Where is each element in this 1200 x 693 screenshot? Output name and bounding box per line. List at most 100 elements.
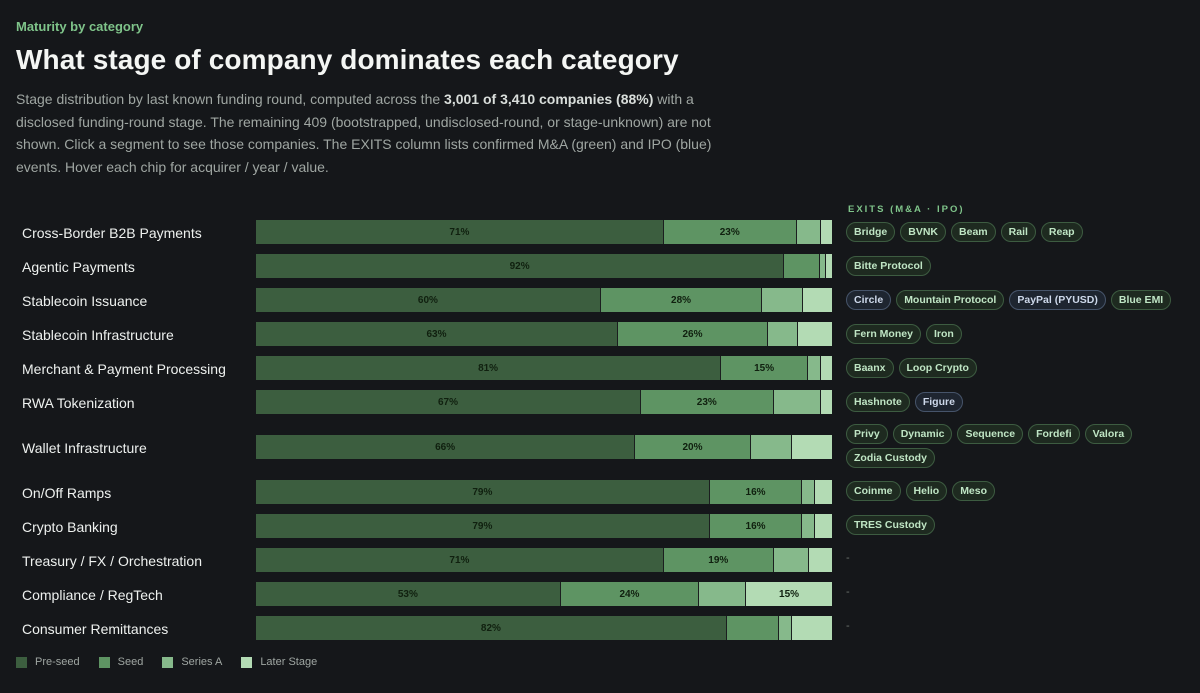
bar-segment-pre-seed-on-off-ramps[interactable]: 79%	[256, 480, 709, 504]
legend-item-pre-seed[interactable]: Pre-seed	[16, 656, 80, 668]
bar-segment-later-stage-consumer-remittances[interactable]	[790, 616, 832, 640]
bar-segment-pre-seed-crypto-banking[interactable]: 79%	[256, 514, 709, 538]
bar-segment-series-a-stablecoin-issuance[interactable]	[761, 288, 803, 312]
bar-segment-seed-rwa-tokenization[interactable]: 23%	[639, 390, 773, 414]
bar-segment-seed-merchant-payment-processing[interactable]: 15%	[720, 356, 808, 380]
bar-segment-later-stage-treasury-fx-orchestration[interactable]	[808, 548, 832, 572]
bar-segment-seed-treasury-fx-orchestration[interactable]: 19%	[662, 548, 773, 572]
category-label-on-off-ramps: On/Off Ramps	[22, 485, 112, 501]
segment-value-label: 67%	[437, 396, 458, 408]
bar-segment-pre-seed-merchant-payment-processing[interactable]: 81%	[256, 356, 721, 380]
bar-segment-later-stage-on-off-ramps[interactable]	[813, 480, 832, 504]
bar-segment-series-a-consumer-remittances[interactable]	[778, 616, 791, 640]
exit-chip-figure[interactable]: Figure	[914, 392, 963, 412]
bar-segment-seed-agentic-payments[interactable]	[783, 254, 819, 278]
bar-segment-pre-seed-wallet-infrastructure[interactable]: 66%	[256, 435, 635, 459]
bar-segment-seed-consumer-remittances[interactable]	[725, 616, 779, 640]
bar-segment-series-a-merchant-payment-processing[interactable]	[807, 356, 820, 380]
exit-chip-coinme[interactable]: Coinme	[846, 481, 901, 501]
segment-value-label: 15%	[754, 362, 775, 374]
bar-segment-later-stage-stablecoin-issuance[interactable]	[802, 288, 833, 312]
bar-segment-seed-stablecoin-infrastructure[interactable]: 26%	[617, 322, 767, 346]
exit-chip-blue-emi[interactable]: Blue EMI	[1110, 290, 1172, 310]
no-exits-mark: -	[846, 620, 850, 632]
bar-segment-later-stage-merchant-payment-processing[interactable]	[819, 356, 832, 380]
exit-chip-bridge[interactable]: Bridge	[846, 222, 896, 242]
bar-segment-later-stage-crypto-banking[interactable]	[813, 514, 832, 538]
segment-value-label: 24%	[619, 588, 640, 600]
bar-segment-pre-seed-agentic-payments[interactable]: 92%	[256, 254, 784, 278]
segment-value-label: 82%	[480, 622, 501, 634]
bar-segment-series-a-cross-border-b2b-payments[interactable]	[795, 220, 820, 244]
exit-chips-merchant-payment-processing: Baanx Loop Crypto	[846, 358, 1186, 378]
bar-segment-pre-seed-treasury-fx-orchestration[interactable]: 71%	[256, 548, 663, 572]
bar-segment-seed-crypto-banking[interactable]: 16%	[708, 514, 802, 538]
legend-item-later-stage[interactable]: Later Stage	[241, 656, 317, 668]
bar-segment-pre-seed-stablecoin-infrastructure[interactable]: 63%	[256, 322, 617, 346]
stacked-bar-on-off-ramps: 79% 16%	[256, 480, 832, 504]
legend-item-series-a[interactable]: Series A	[162, 656, 222, 668]
exit-chips-wallet-infrastructure: Privy Dynamic Sequence Fordefi Valora Zodia C…	[846, 424, 1186, 468]
exit-chip-beam[interactable]: Beam	[951, 222, 996, 242]
bar-segment-series-a-wallet-infrastructure[interactable]	[749, 435, 791, 459]
exit-chip-fordefi[interactable]: Fordefi	[1028, 424, 1080, 444]
exit-chip-meso[interactable]: Meso	[952, 481, 996, 501]
chart-legend: Pre-seed Seed Series A Later Stage	[16, 656, 317, 668]
exit-chip-iron[interactable]: Iron	[925, 324, 962, 344]
legend-item-seed[interactable]: Seed	[98, 656, 144, 668]
exit-chip-loop-crypto[interactable]: Loop Crypto	[898, 358, 977, 378]
exit-chip-bitte-protocol[interactable]: Bitte Protocol	[846, 256, 931, 276]
segment-value-label: 66%	[435, 441, 456, 453]
bar-segment-pre-seed-cross-border-b2b-payments[interactable]: 71%	[256, 220, 663, 244]
bar-segment-later-stage-stablecoin-infrastructure[interactable]	[796, 322, 833, 346]
bar-segment-pre-seed-consumer-remittances[interactable]: 82%	[256, 616, 726, 640]
category-label-consumer-remittances: Consumer Remittances	[22, 621, 169, 637]
exit-chip-tres-custody[interactable]: TRES Custody	[846, 515, 935, 535]
bar-segment-series-a-treasury-fx-orchestration[interactable]	[772, 548, 809, 572]
exit-chip-paypal-pyusd[interactable]: PayPal (PYUSD)	[1009, 290, 1106, 310]
exit-chip-valora[interactable]: Valora	[1084, 424, 1133, 444]
legend-swatch	[98, 656, 110, 668]
exit-chip-sequence[interactable]: Sequence	[957, 424, 1024, 444]
bar-segment-later-stage-compliance-regtech[interactable]: 15%	[745, 582, 832, 606]
stacked-bar-crypto-banking: 79% 16%	[256, 514, 832, 538]
bar-segment-seed-cross-border-b2b-payments[interactable]: 23%	[662, 220, 796, 244]
category-label-rwa-tokenization: RWA Tokenization	[22, 395, 135, 411]
bar-segment-series-a-crypto-banking[interactable]	[801, 514, 814, 538]
exit-chip-privy[interactable]: Privy	[846, 424, 888, 444]
bar-segment-seed-stablecoin-issuance[interactable]: 28%	[599, 288, 762, 312]
segment-value-label: 20%	[682, 441, 703, 453]
segment-value-label: 26%	[682, 328, 703, 340]
bar-segment-later-stage-wallet-infrastructure[interactable]	[790, 435, 833, 459]
bar-segment-pre-seed-compliance-regtech[interactable]: 53%	[256, 582, 560, 606]
exit-chip-rail[interactable]: Rail	[1000, 222, 1036, 242]
exit-chip-helio[interactable]: Helio	[905, 481, 948, 501]
bar-segment-series-a-stablecoin-infrastructure[interactable]	[766, 322, 797, 346]
exit-chip-baanx[interactable]: Baanx	[846, 358, 894, 378]
bar-segment-series-a-agentic-payments[interactable]	[818, 254, 826, 278]
bar-segment-later-stage-cross-border-b2b-payments[interactable]	[819, 220, 832, 244]
exit-chip-hashnote[interactable]: Hashnote	[846, 392, 910, 412]
exit-chip-fern-money[interactable]: Fern Money	[846, 324, 921, 344]
bar-segment-pre-seed-rwa-tokenization[interactable]: 67%	[256, 390, 640, 414]
bar-segment-series-a-compliance-regtech[interactable]	[698, 582, 746, 606]
legend-label: Series A	[181, 656, 223, 668]
bar-segment-later-stage-agentic-payments[interactable]	[825, 254, 832, 278]
bar-segment-seed-on-off-ramps[interactable]: 16%	[708, 480, 802, 504]
exit-chip-mountain-protocol[interactable]: Mountain Protocol	[896, 290, 1005, 310]
exit-chip-zodia-custody[interactable]: Zodia Custody	[846, 448, 935, 468]
exit-chip-reap[interactable]: Reap	[1040, 222, 1083, 242]
bar-segment-series-a-rwa-tokenization[interactable]	[772, 390, 820, 414]
stacked-bar-agentic-payments: 92%	[256, 254, 832, 278]
bar-segment-pre-seed-stablecoin-issuance[interactable]: 60%	[256, 288, 600, 312]
segment-value-label: 60%	[417, 294, 438, 306]
bar-segment-seed-compliance-regtech[interactable]: 24%	[559, 582, 699, 606]
exit-chip-dynamic[interactable]: Dynamic	[892, 424, 953, 444]
legend-label: Seed	[117, 656, 144, 668]
exit-chip-circle[interactable]: Circle	[846, 290, 892, 310]
bar-segment-later-stage-rwa-tokenization[interactable]	[819, 390, 832, 414]
bar-segment-seed-wallet-infrastructure[interactable]: 20%	[634, 435, 750, 459]
exit-chip-bvnk[interactable]: BVNK	[900, 222, 947, 242]
bar-segment-series-a-on-off-ramps[interactable]	[801, 480, 814, 504]
stacked-bar-wallet-infrastructure: 66% 20%	[256, 435, 833, 459]
